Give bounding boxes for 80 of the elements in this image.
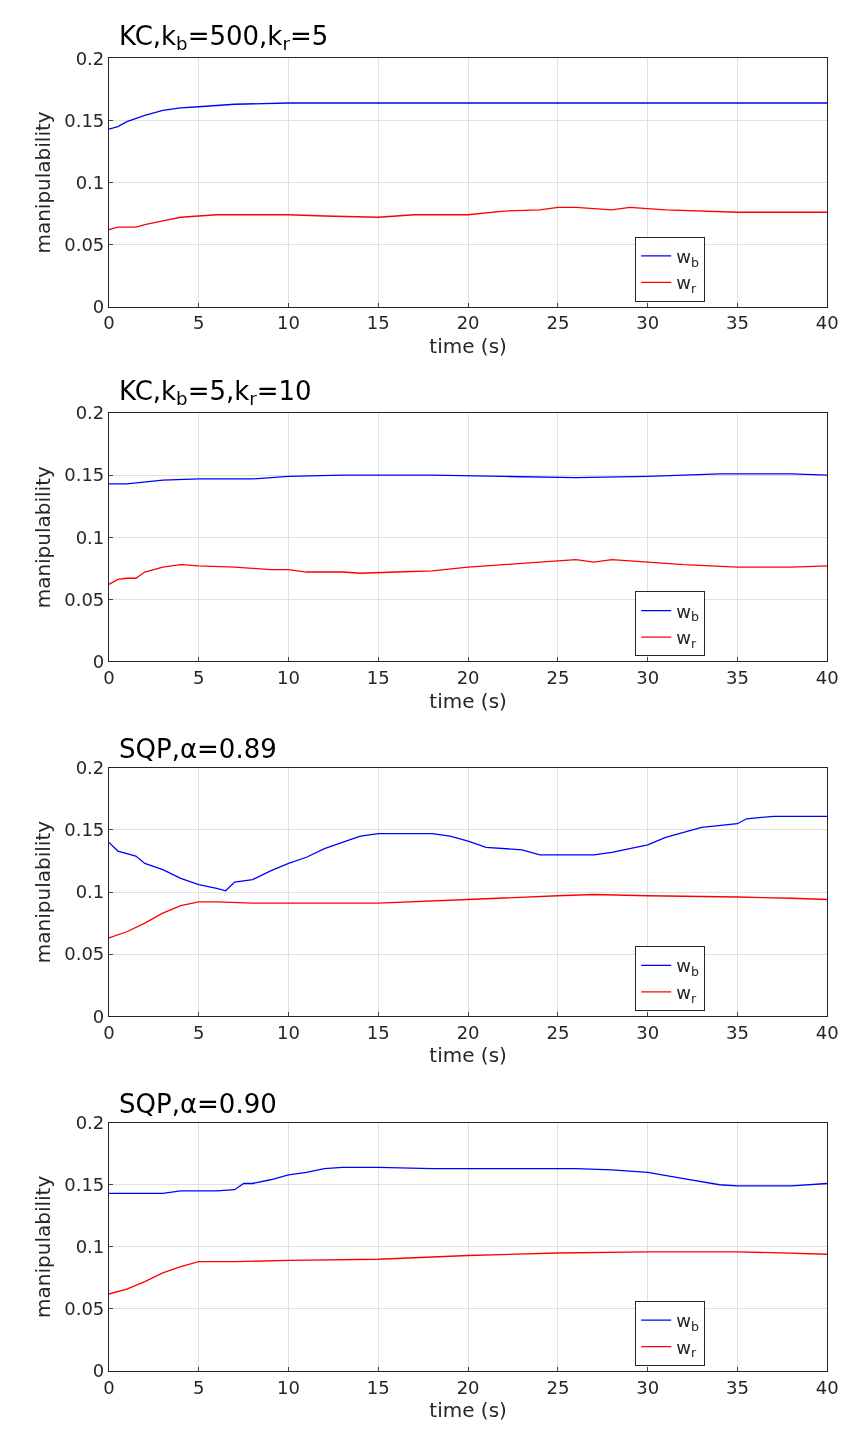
y-tick-label: 0.1 (75, 526, 105, 548)
x-tick-label: 20 (456, 667, 480, 689)
x-tick-label: 5 (192, 312, 205, 334)
x-tick-label: 40 (815, 1021, 839, 1043)
x-tick-label: 5 (192, 1376, 205, 1398)
x-tick-label: 10 (277, 667, 300, 689)
y-tick-label: 0.2 (75, 402, 105, 424)
x-axis-title: time (s) (429, 1398, 507, 1423)
x-tick-label: 20 (456, 1376, 480, 1398)
x-tick-label: 25 (546, 1021, 570, 1043)
y-tick-label: 0.1 (75, 881, 105, 903)
x-tick-label: 15 (366, 667, 390, 689)
y-tick-label: 0.2 (75, 47, 105, 69)
chart-title: KC,k$_{b}$=500,k$_{r}$=5 (119, 21, 329, 55)
y-tick-label: 0 (92, 295, 105, 317)
x-tick-label: 5 (192, 667, 205, 689)
line-series (108, 1166, 828, 1195)
legend-label: w$_{b}$ (676, 245, 699, 270)
legend-label: w$_{b}$ (676, 955, 699, 980)
x-axis-title: time (s) (429, 333, 507, 358)
line-series (108, 1251, 828, 1295)
y-tick-label: 0.05 (64, 588, 105, 610)
x-tick-label: 10 (277, 312, 300, 334)
y-axis-title: manipulability (30, 111, 55, 254)
x-tick-label: 40 (815, 667, 839, 689)
x-tick-label: 30 (636, 312, 660, 334)
line-series (108, 815, 828, 892)
x-tick-label: 25 (546, 667, 570, 689)
x-tick-label: 35 (726, 1376, 749, 1398)
x-tick-label: 35 (726, 667, 749, 689)
y-tick-label: 0.15 (64, 819, 105, 841)
x-tick-label: 40 (815, 312, 839, 334)
line-series (108, 206, 828, 231)
y-tick-label: 0.15 (64, 109, 105, 131)
line-series (108, 893, 828, 939)
chart-title: KC,k$_{b}$=5,k$_{r}$=10 (119, 376, 312, 410)
x-tick-label: 25 (546, 312, 570, 334)
x-tick-label: 20 (456, 1021, 480, 1043)
x-axis-title: time (s) (429, 688, 507, 713)
y-tick-label: 0.05 (64, 943, 105, 965)
y-tick-label: 0.15 (64, 1174, 105, 1196)
y-axis-title: manipulability (30, 466, 55, 609)
line-series (108, 102, 828, 130)
y-tick-label: 0.1 (75, 1236, 105, 1258)
legend-label: w$_{b}$ (676, 1310, 699, 1335)
y-tick-label: 0.05 (64, 233, 105, 255)
x-tick-label: 30 (636, 667, 660, 689)
y-tick-label: 0.05 (64, 1298, 105, 1320)
legend-label: w$_{b}$ (676, 600, 699, 625)
y-tick-label: 0.2 (75, 1111, 105, 1133)
y-tick-label: 0 (92, 1005, 105, 1027)
chart-title: SQP,α=0.90 (119, 1089, 277, 1119)
x-tick-label: 30 (636, 1376, 660, 1398)
legend-label: w$_{r}$ (676, 627, 697, 651)
x-tick-label: 10 (277, 1021, 300, 1043)
line-series (108, 473, 828, 485)
y-tick-label: 0 (92, 650, 105, 672)
line-series (108, 558, 828, 586)
x-tick-label: 15 (366, 1376, 390, 1398)
y-axis-title: manipulability (30, 820, 55, 964)
x-tick-label: 25 (546, 1376, 570, 1398)
chart-title: SQP,α=0.89 (119, 734, 277, 764)
y-tick-label: 0.2 (75, 757, 105, 779)
y-tick-label: 0 (92, 1360, 105, 1382)
x-axis-title: time (s) (429, 1043, 507, 1068)
legend-label: w$_{r}$ (676, 981, 697, 1006)
y-tick-label: 0.1 (75, 171, 105, 193)
legend-label: w$_{r}$ (676, 1336, 697, 1361)
x-tick-label: 20 (456, 312, 480, 334)
x-tick-label: 30 (636, 1021, 660, 1043)
x-tick-label: 10 (277, 1376, 300, 1398)
legend-label: w$_{r}$ (676, 272, 697, 297)
x-tick-label: 35 (726, 312, 749, 334)
y-tick-label: 0.15 (64, 464, 105, 486)
y-axis-title: manipulability (30, 1175, 55, 1318)
x-tick-label: 35 (726, 1021, 749, 1043)
x-tick-label: 5 (192, 1021, 205, 1043)
x-tick-label: 15 (366, 1021, 390, 1043)
x-tick-label: 15 (366, 312, 390, 334)
x-tick-label: 40 (815, 1376, 839, 1398)
